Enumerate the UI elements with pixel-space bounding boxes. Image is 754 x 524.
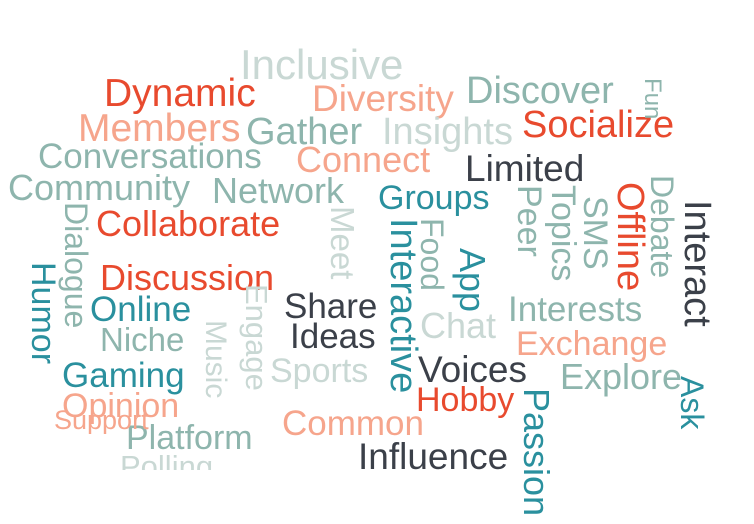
word-niche: Niche bbox=[100, 321, 185, 358]
word-passion: Passion bbox=[516, 388, 557, 517]
word-network: Network bbox=[212, 170, 345, 211]
word-collaborate: Collaborate bbox=[96, 203, 281, 244]
word-food: Food bbox=[414, 218, 450, 291]
word-music: Music bbox=[199, 320, 232, 399]
word-dialogue: Dialogue bbox=[58, 202, 94, 329]
word-humor: Humor bbox=[24, 262, 62, 365]
word-platform: Platform bbox=[126, 419, 253, 457]
word-groups: Groups bbox=[378, 179, 490, 217]
word-interests: Interests bbox=[508, 290, 643, 329]
word-explore: Explore bbox=[560, 356, 683, 397]
word-support-partial: Support bbox=[54, 405, 149, 435]
word-insights: Insights bbox=[382, 111, 513, 153]
word-sms: SMS bbox=[576, 196, 614, 270]
word-peer: Peer bbox=[510, 185, 548, 257]
word-gaming: Gaming bbox=[62, 356, 185, 395]
word-online: Online bbox=[90, 290, 192, 329]
word-community: Community bbox=[8, 167, 191, 208]
word-common: Common bbox=[282, 404, 424, 443]
word-meet: Meet bbox=[324, 206, 361, 280]
word-fun-partial: Fun bbox=[639, 78, 666, 120]
word-hobby: Hobby bbox=[416, 381, 515, 419]
word-discussion: Discussion bbox=[100, 257, 275, 298]
word-influence: Influence bbox=[358, 436, 509, 477]
word-debate: Debate bbox=[644, 175, 680, 279]
word-diversity: Diversity bbox=[312, 78, 454, 119]
word-exchange: Exchange bbox=[516, 325, 668, 363]
word-gather: Gather bbox=[246, 111, 363, 153]
word-inclusive: Inclusive bbox=[240, 41, 404, 88]
word-connect: Connect bbox=[296, 139, 431, 180]
word-interact: Interact bbox=[676, 200, 718, 327]
word-polling-partial: Polling bbox=[120, 449, 214, 484]
word-socialize: Socialize bbox=[522, 104, 675, 146]
word-opinion: Opinion bbox=[62, 387, 180, 425]
word-share: Share bbox=[284, 287, 378, 326]
word-voices: Voices bbox=[418, 349, 528, 390]
word-limited: Limited bbox=[465, 148, 585, 189]
word-dynamic: Dynamic bbox=[104, 72, 256, 115]
word-topics: Topics bbox=[544, 185, 582, 282]
word-members: Members bbox=[78, 107, 241, 150]
word-conversations: Conversations bbox=[38, 137, 262, 176]
word-sports: Sports bbox=[270, 352, 369, 390]
word-discover: Discover bbox=[466, 70, 614, 112]
word-chat: Chat bbox=[420, 305, 497, 346]
word-engage: Engage bbox=[239, 284, 274, 391]
word-ask-partial: Ask bbox=[674, 376, 710, 430]
word-app: App bbox=[452, 248, 493, 313]
word-ideas: Ideas bbox=[290, 317, 376, 356]
